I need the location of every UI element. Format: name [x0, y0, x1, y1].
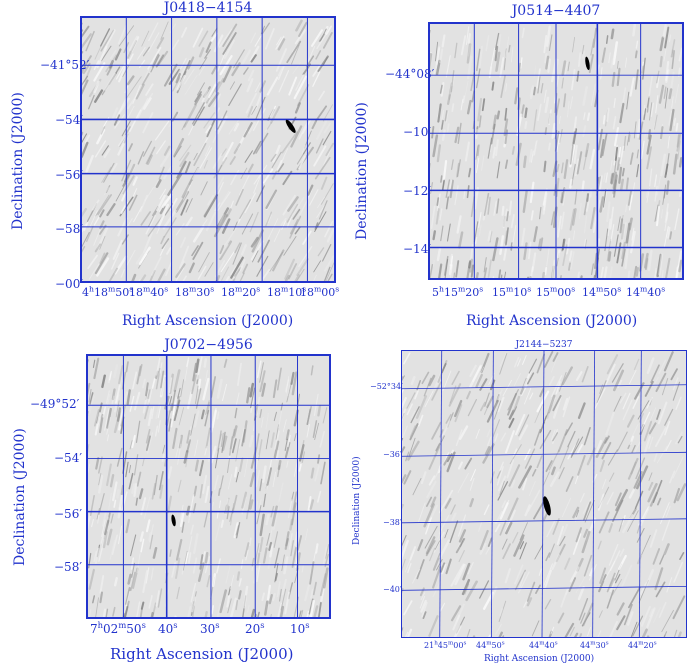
y-tick: −52°34′ — [370, 382, 403, 391]
radio-image — [402, 351, 686, 637]
grid-line-dec — [402, 451, 686, 457]
y-tick: −14′ — [403, 242, 432, 256]
noise-texture — [402, 351, 686, 637]
x-tick: 4h18m50s — [82, 284, 134, 299]
x-tick: 14m50s — [582, 284, 622, 299]
x-tick: 20s — [245, 620, 265, 636]
image-frame — [80, 16, 336, 283]
y-tick: −58′ — [55, 222, 84, 236]
x-tick: 18m30s — [175, 284, 215, 299]
x-tick: 18m00s — [300, 284, 340, 299]
image-frame — [86, 354, 331, 619]
x-tick: 21h45m00s — [424, 640, 467, 650]
y-tick: −38′ — [383, 518, 402, 527]
x-tick: 18m10s — [267, 284, 307, 299]
coordinate-grid — [82, 18, 334, 281]
radio-source — [585, 56, 590, 71]
y-tick: −58′ — [54, 560, 83, 574]
y-tick: −36′ — [383, 450, 402, 459]
y-tick: −49°52′ — [30, 397, 80, 411]
panel-title: J0702−4956 — [164, 337, 253, 353]
x-tick: 18m20s — [221, 284, 261, 299]
x-tick: 44m20s — [628, 640, 657, 650]
radio-source — [285, 119, 296, 133]
image-frame — [428, 22, 684, 280]
x-tick: 44m50s — [476, 640, 505, 650]
coordinate-grid — [402, 351, 686, 637]
noise-texture — [88, 356, 329, 617]
radio-image — [82, 18, 334, 281]
y-tick: −12′ — [403, 184, 432, 198]
y-tick: −54′ — [55, 113, 84, 127]
x-tick: 44m40s — [529, 640, 558, 650]
grid-line-dec — [402, 384, 686, 390]
x-tick: 10s — [290, 620, 310, 636]
grid-line-dec — [402, 585, 686, 591]
coordinate-grid — [88, 356, 329, 617]
x-tick: 15m00s — [536, 284, 576, 299]
x-tick: 30s — [200, 620, 220, 636]
x-axis-label: Right Ascension (J2000) — [484, 654, 595, 664]
y-tick: −10′ — [403, 125, 432, 139]
y-tick: −44°08′ — [385, 67, 435, 81]
x-tick: 7h02m50s — [90, 620, 146, 636]
x-tick: 44m30s — [580, 640, 609, 650]
y-tick: −41°52′ — [40, 58, 90, 72]
y-tick: −56′ — [55, 168, 84, 182]
grid-line-ra — [592, 351, 596, 637]
y-tick: −56′ — [54, 507, 83, 521]
x-axis-label: Right Ascension (J2000) — [466, 313, 638, 329]
x-tick: 18m40s — [129, 284, 169, 299]
x-tick: 14m40s — [626, 284, 666, 299]
image-frame — [401, 350, 687, 638]
y-tick: −40′ — [383, 585, 402, 594]
grid-line-ra — [638, 351, 642, 637]
coordinate-grid — [430, 24, 682, 278]
x-axis-label: Right Ascension (J2000) — [122, 313, 294, 329]
radio-image — [88, 356, 329, 617]
y-tick: −54′ — [54, 451, 83, 465]
x-tick: 5h15m20s — [432, 284, 484, 299]
y-axis-label: Declination (J2000) — [12, 428, 28, 566]
panel-title: J0418−4154 — [163, 0, 253, 16]
radio-image — [430, 24, 682, 278]
x-axis-label: Right Ascension (J2000) — [110, 645, 294, 663]
radio-source — [171, 514, 176, 527]
panel-title: J0514−4407 — [511, 3, 601, 19]
grid-line-dec — [402, 518, 686, 524]
noise-texture — [82, 19, 334, 281]
panel-title: J2144−5237 — [515, 340, 573, 350]
x-tick: 40s — [158, 620, 178, 636]
grid-line-ra — [541, 351, 545, 637]
grid-line-ra — [439, 351, 443, 637]
y-axis-label: Declination (J2000) — [354, 102, 370, 240]
noise-texture — [430, 24, 682, 278]
y-axis-label: Declination (J2000) — [352, 456, 362, 545]
x-tick: 15m10s — [492, 284, 532, 299]
y-axis-label: Declination (J2000) — [10, 92, 26, 230]
y-tick: −00′ — [55, 277, 84, 291]
radio-source — [543, 496, 551, 516]
